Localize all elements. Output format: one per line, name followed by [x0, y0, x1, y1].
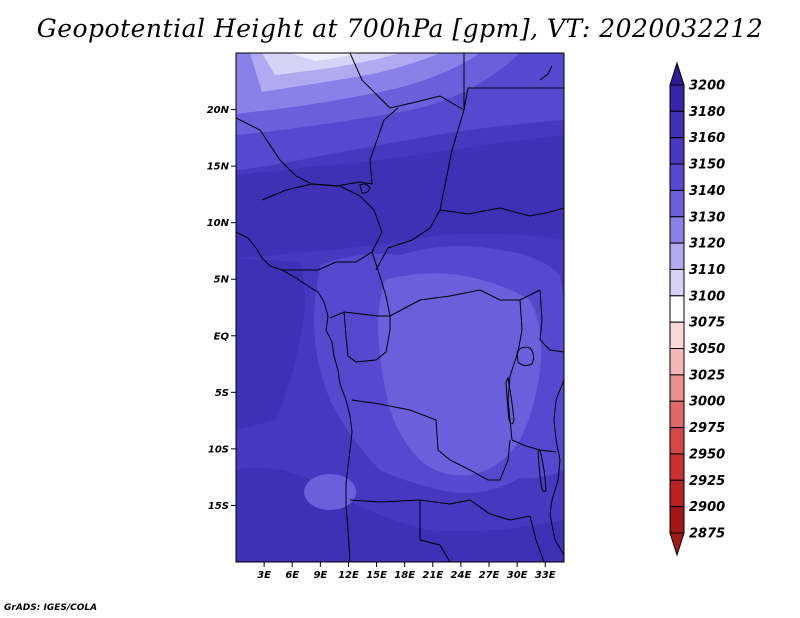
- lat-tick-label: 5S: [215, 388, 229, 399]
- colorbar-swatch: [669, 374, 685, 402]
- colorbar-label: 3050: [689, 342, 725, 357]
- field-3160-sahel: [236, 135, 564, 258]
- border-niger-chad: [369, 107, 399, 185]
- colorbar-label: 3160: [689, 131, 725, 146]
- colorbar-label: 2950: [689, 447, 725, 462]
- border-algeria-libya: [349, 53, 465, 111]
- colorbar-label: 3180: [689, 105, 725, 120]
- coastline-west-africa: [236, 231, 353, 562]
- lon-tick-label: 6E: [285, 570, 299, 581]
- field-3140-south-atlantic: [304, 474, 356, 510]
- colorbar-swatch: [669, 400, 685, 429]
- chart-title: Geopotential Height at 700hPa [gpm], VT:…: [36, 14, 764, 43]
- lon-tick-label: 9E: [313, 570, 327, 581]
- lon-tick-label: 30E: [507, 570, 528, 581]
- field-3160-atlantic: [236, 258, 305, 430]
- border-nigeria: [261, 183, 383, 271]
- border-namibia-botswana: [419, 500, 451, 562]
- border-gabon-congo: [343, 311, 391, 363]
- colorbar-label: 3150: [689, 158, 725, 173]
- lat-tick-label: 10N: [207, 218, 230, 229]
- colorbar-label: 2875: [689, 527, 725, 542]
- colorbar-swatch: [669, 427, 685, 455]
- colorbar-top-arrow: [669, 61, 685, 86]
- colorbar-swatch: [669, 216, 685, 244]
- lake-malawi: [537, 449, 547, 493]
- lake-victoria: [516, 346, 535, 367]
- lon-tick-label: 15E: [366, 570, 387, 581]
- colorbar-swatch: [669, 453, 685, 481]
- lon-tick-label: 18E: [394, 570, 415, 581]
- lat-tick-label: EQ: [214, 331, 230, 342]
- colorbar-swatch: [669, 189, 685, 218]
- colorbar-label: 3120: [689, 237, 725, 252]
- colorbar-label: 3200: [689, 79, 725, 94]
- lat-tick-label: 15S: [208, 501, 229, 512]
- border-drc-east: [507, 299, 523, 441]
- lon-tick-label: 12E: [338, 570, 359, 581]
- colorbar-bottom-arrow: [669, 532, 685, 557]
- lat-tick-label: 10S: [208, 444, 229, 455]
- colorbar-label: 2900: [689, 500, 725, 515]
- lon-tick-label: 27E: [479, 570, 500, 581]
- border-mozambique: [529, 515, 545, 562]
- coastline-east-africa: [549, 379, 564, 556]
- lon-tick-label: 24E: [451, 570, 472, 581]
- lat-tick-label: 5N: [214, 275, 230, 286]
- colorbar-swatch: [669, 163, 685, 191]
- colorbar-swatch: [669, 479, 685, 508]
- colorbar-label: 2925: [689, 474, 725, 489]
- colorbar-swatch: [669, 137, 685, 165]
- field-3100-north: [262, 53, 400, 75]
- coastline-red-sea: [539, 65, 553, 81]
- field-3130-congo: [378, 273, 542, 476]
- lat-tick-label: 15N: [207, 162, 230, 173]
- colorbar-swatch: [669, 242, 685, 270]
- border-libya-egypt: [463, 53, 564, 111]
- map-frame: [235, 52, 565, 563]
- lat-axis: 20N 15N 10N 5N EQ 5S 10S 15S: [207, 105, 236, 512]
- lon-tick-label: 3E: [257, 570, 271, 581]
- border-chad-sudan: [375, 109, 465, 271]
- colorbar-swatch: [669, 295, 685, 323]
- colorbar-swatch: [669, 268, 685, 297]
- colorbar-swatch: [669, 84, 685, 112]
- colorbar-label: 3140: [689, 184, 725, 199]
- border-tanzania-zambia: [511, 439, 557, 453]
- lon-tick-label: 21E: [422, 570, 443, 581]
- lake-chad: [359, 183, 371, 194]
- colorbar-swatch: [669, 110, 685, 139]
- lon-tick-label: 33E: [535, 570, 556, 581]
- border-sudan-south-sudan: [439, 207, 564, 217]
- colorbar-swatch: [669, 506, 685, 534]
- lake-tanganyika: [505, 376, 515, 425]
- lon-axis: 3E 6E 9E 12E 15E 18E 21E 24E 27E 30E 33E: [257, 562, 556, 581]
- colorbar-label: 3000: [689, 395, 725, 410]
- border-zambia-zimbabwe: [469, 499, 531, 521]
- boundaries: [236, 53, 564, 562]
- border-mali-niger: [236, 117, 373, 187]
- field-3100-core: [290, 53, 360, 61]
- colorbar-label: 3110: [689, 263, 725, 278]
- colorbar-swatch: [669, 348, 685, 376]
- footer-credit: GrADS: IGES/COLA: [4, 603, 98, 613]
- lat-tick-label: 20N: [207, 105, 230, 116]
- colorbar-label: 3075: [689, 316, 725, 331]
- colorbar: 3200 3180 3160 3150 3140 3130 3120 3110 3100 3075…: [669, 61, 725, 557]
- border-drc-angola: [351, 399, 511, 481]
- colorbar-swatch: [669, 321, 685, 350]
- colorbar-label: 3100: [689, 289, 725, 304]
- colorbar-label: 3130: [689, 210, 725, 225]
- colorbar-label: 2975: [689, 421, 725, 436]
- border-uganda-kenya: [539, 289, 564, 353]
- shaded-field: [236, 53, 564, 562]
- colorbar-label: 3025: [689, 368, 725, 383]
